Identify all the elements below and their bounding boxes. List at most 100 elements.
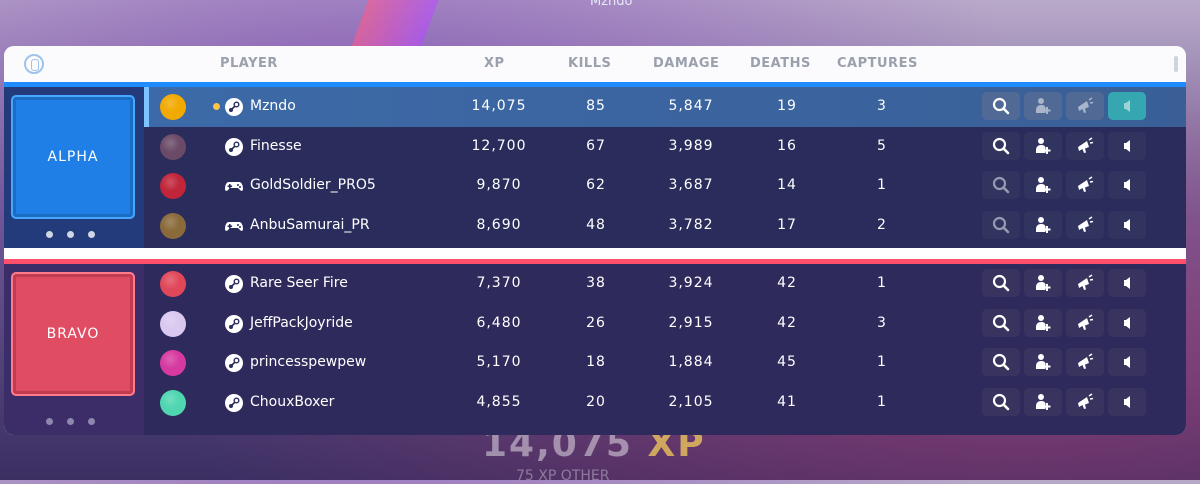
speaker-icon: [1117, 352, 1137, 372]
mute-voice-button[interactable]: [1108, 388, 1146, 417]
scrollbar[interactable]: [1174, 56, 1178, 72]
avatar: [160, 350, 186, 377]
player-row[interactable]: princesspewpew 5,170 18 1,884 45 1: [144, 343, 1186, 383]
player-row[interactable]: AnbuSamurai_PR 8,690 48 3,782 17 2: [144, 206, 1186, 246]
page-dot[interactable]: [46, 231, 53, 238]
speaker-icon: [1117, 215, 1137, 235]
view-profile-button[interactable]: [982, 171, 1020, 199]
steam-icon: [224, 274, 244, 294]
player-deaths: 45: [777, 354, 797, 371]
player-name: GoldSoldier_PRO5: [250, 177, 376, 193]
add-friend-icon: [1033, 352, 1053, 372]
player-row[interactable]: Rare Seer Fire 7,370 38 3,924 42 1: [144, 264, 1186, 304]
team-alpha: ALPHA Mzndo 14,075 85 5,847 19 3 Finesse 12,700…: [4, 82, 1186, 248]
view-profile-button[interactable]: [982, 269, 1020, 297]
player-row[interactable]: JeffPackJoyride 6,480 26 2,915 42 3: [144, 304, 1186, 344]
player-kills: 67: [586, 137, 606, 154]
player-kills: 20: [586, 394, 606, 411]
add-friend-button[interactable]: [1024, 308, 1062, 337]
search-icon: [991, 175, 1011, 195]
add-friend-button[interactable]: [1024, 171, 1062, 199]
report-button[interactable]: [1066, 171, 1104, 199]
view-profile-button[interactable]: [982, 210, 1020, 239]
mute-voice-button[interactable]: [1108, 308, 1146, 337]
report-button[interactable]: [1066, 269, 1104, 297]
player-actions: [982, 348, 1146, 377]
page-dot[interactable]: [88, 418, 95, 425]
report-icon: [1075, 136, 1095, 156]
add-friend-button[interactable]: [1024, 92, 1062, 120]
view-profile-button[interactable]: [982, 131, 1020, 160]
background-stripe: [351, 0, 439, 46]
player-name: princesspewpew: [250, 354, 367, 371]
speaker-icon: [1117, 392, 1137, 412]
search-icon: [991, 313, 1011, 333]
search-icon: [991, 136, 1011, 156]
view-profile-button[interactable]: [982, 92, 1020, 120]
team-alpha-tile: ALPHA: [11, 95, 135, 219]
view-profile-button[interactable]: [982, 348, 1020, 377]
page-dot[interactable]: [67, 231, 74, 238]
player-actions: [982, 388, 1146, 417]
player-row[interactable]: GoldSoldier_PRO5 9,870 62 3,687 14 1: [144, 166, 1186, 206]
add-friend-button[interactable]: [1024, 348, 1062, 377]
team-alpha-color-bar: [4, 82, 1186, 87]
search-icon: [991, 392, 1011, 412]
report-button[interactable]: [1066, 348, 1104, 377]
speaker-icon: [1117, 313, 1137, 333]
add-friend-button[interactable]: [1024, 131, 1062, 160]
team-bravo-panel: BRAVO: [4, 264, 144, 435]
local-player-indicator: [213, 103, 220, 110]
team-bravo-tile: BRAVO: [11, 272, 135, 396]
player-name: ChouxBoxer: [250, 394, 335, 411]
report-button[interactable]: [1066, 388, 1104, 417]
player-damage: 3,924: [668, 275, 714, 291]
add-friend-button[interactable]: [1024, 388, 1062, 417]
search-icon: [991, 215, 1011, 235]
mute-voice-button[interactable]: [1108, 269, 1146, 297]
player-damage: 3,989: [668, 137, 714, 154]
page-dot[interactable]: [67, 418, 74, 425]
player-captures: 1: [877, 354, 887, 371]
player-row[interactable]: Finesse 12,700 67 3,989 16 5: [144, 127, 1186, 167]
report-icon: [1075, 313, 1095, 333]
add-friend-button[interactable]: [1024, 210, 1062, 239]
page-dot[interactable]: [88, 231, 95, 238]
report-button[interactable]: [1066, 308, 1104, 337]
mute-voice-button[interactable]: [1108, 92, 1146, 120]
player-deaths: 19: [777, 98, 797, 114]
player-name: Finesse: [250, 137, 302, 154]
player-row[interactable]: ChouxBoxer 4,855 20 2,105 41 1: [144, 383, 1186, 423]
scoreboard: PLAYER XP KILLS DAMAGE DEATHS CAPTURES A…: [4, 46, 1186, 435]
player-kills: 26: [586, 314, 606, 331]
view-profile-button[interactable]: [982, 388, 1020, 417]
player-name: AnbuSamurai_PR: [250, 216, 370, 233]
mute-voice-button[interactable]: [1108, 210, 1146, 239]
game-logo-icon: [24, 54, 44, 74]
player-captures: 2: [877, 216, 887, 233]
mute-voice-button[interactable]: [1108, 171, 1146, 199]
player-captures: 3: [877, 314, 887, 331]
header-kills: KILLS: [568, 56, 612, 71]
player-captures: 1: [877, 275, 887, 291]
page-dot[interactable]: [46, 418, 53, 425]
player-xp: 9,870: [476, 177, 522, 193]
report-button[interactable]: [1066, 131, 1104, 160]
player-actions: [982, 131, 1146, 160]
speaker-icon: [1117, 175, 1137, 195]
player-name: JeffPackJoyride: [250, 314, 353, 331]
report-icon: [1075, 273, 1095, 293]
report-button[interactable]: [1066, 210, 1104, 239]
header-damage: DAMAGE: [653, 56, 720, 71]
add-friend-icon: [1033, 392, 1053, 412]
player-kills: 18: [586, 354, 606, 371]
avatar: [160, 212, 186, 239]
player-row[interactable]: Mzndo 14,075 85 5,847 19 3: [144, 87, 1186, 127]
mute-voice-button[interactable]: [1108, 348, 1146, 377]
player-actions: [982, 92, 1146, 120]
player-xp: 8,690: [476, 216, 522, 233]
report-button[interactable]: [1066, 92, 1104, 120]
mute-voice-button[interactable]: [1108, 131, 1146, 160]
view-profile-button[interactable]: [982, 308, 1020, 337]
add-friend-button[interactable]: [1024, 269, 1062, 297]
